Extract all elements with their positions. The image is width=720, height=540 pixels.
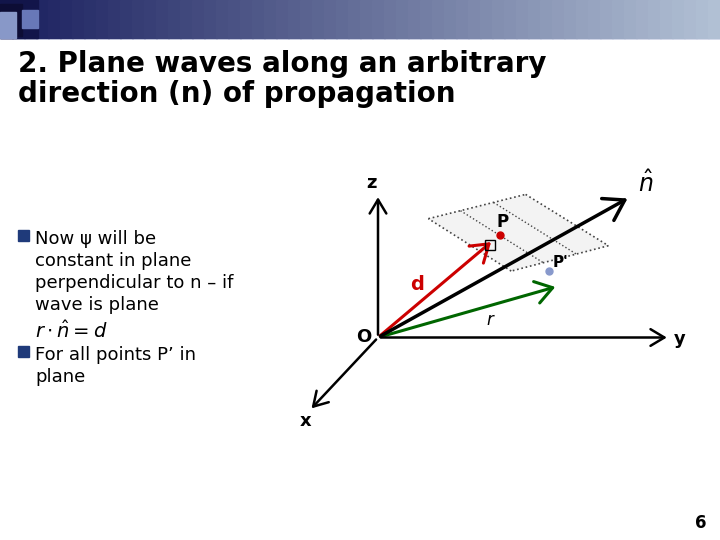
Bar (0, 0, 38, 38)
Text: P': P' (553, 255, 569, 270)
Bar (132, 0, 145, 38)
Text: z: z (366, 174, 377, 192)
Bar (504, 0, 517, 38)
Bar (648, 0, 661, 38)
Bar (420, 0, 433, 38)
Bar (480, 0, 493, 38)
Bar (576, 0, 589, 38)
Bar (36, 0, 49, 38)
Bar (22, 10, 38, 28)
Text: direction (n) of propagation: direction (n) of propagation (18, 80, 456, 108)
Text: y: y (674, 329, 685, 348)
Bar (0, 4, 22, 36)
Bar (72, 0, 85, 38)
Bar (624, 0, 637, 38)
Bar (360, 0, 373, 38)
Bar (108, 0, 121, 38)
Bar (168, 0, 181, 38)
Bar (516, 0, 529, 38)
Bar (216, 0, 229, 38)
Bar (696, 0, 709, 38)
Bar (336, 0, 349, 38)
Bar (204, 0, 217, 38)
Bar (312, 0, 325, 38)
Bar (120, 0, 133, 38)
Text: O: O (356, 327, 372, 346)
Bar (672, 0, 685, 38)
Bar (12, 0, 25, 38)
Bar (528, 0, 541, 38)
Bar (588, 0, 601, 38)
Bar (384, 0, 397, 38)
Polygon shape (428, 194, 608, 271)
Text: d: d (410, 275, 423, 294)
Text: 2. Plane waves along an arbitrary: 2. Plane waves along an arbitrary (18, 50, 546, 78)
Bar (660, 0, 673, 38)
Text: plane: plane (35, 368, 85, 386)
Bar (468, 0, 481, 38)
Bar (156, 0, 169, 38)
Text: $\hat{n}$: $\hat{n}$ (638, 171, 653, 197)
Bar (300, 0, 313, 38)
Bar (96, 0, 109, 38)
Text: perpendicular to n – if: perpendicular to n – if (35, 274, 233, 292)
Bar (0, 12, 16, 38)
Bar (444, 0, 457, 38)
Bar (708, 0, 720, 38)
Text: $r$: $r$ (486, 310, 495, 329)
Bar (288, 0, 301, 38)
Bar (252, 0, 265, 38)
Bar (372, 0, 385, 38)
Bar (192, 0, 205, 38)
Text: constant in plane: constant in plane (35, 252, 192, 270)
Bar (240, 0, 253, 38)
Bar (600, 0, 613, 38)
Bar (408, 0, 421, 38)
Bar (84, 0, 97, 38)
Bar (396, 0, 409, 38)
Text: Now ψ will be: Now ψ will be (35, 230, 156, 248)
Bar (48, 0, 61, 38)
Bar (348, 0, 361, 38)
Bar (432, 0, 445, 38)
Text: P: P (496, 213, 508, 231)
Bar (324, 0, 337, 38)
Bar (144, 0, 157, 38)
Bar (180, 0, 193, 38)
Bar (60, 0, 73, 38)
Bar (18, 230, 29, 241)
Bar (540, 0, 553, 38)
Bar (492, 0, 505, 38)
Bar (24, 0, 37, 38)
Text: x: x (300, 413, 311, 430)
Bar (228, 0, 241, 38)
Bar (612, 0, 625, 38)
Bar (18, 346, 29, 357)
Bar (0, 0, 13, 38)
Bar (0, 0, 720, 38)
Text: For all points P’ in: For all points P’ in (35, 346, 196, 364)
Bar (276, 0, 289, 38)
Bar (636, 0, 649, 38)
Bar (456, 0, 469, 38)
Text: wave is plane: wave is plane (35, 296, 159, 314)
Bar (264, 0, 277, 38)
Bar (684, 0, 697, 38)
Text: $\it{r}\cdot\hat{n}=d$: $\it{r}\cdot\hat{n}=d$ (35, 320, 107, 342)
Bar (552, 0, 565, 38)
Text: 6: 6 (695, 514, 706, 532)
Bar (564, 0, 577, 38)
